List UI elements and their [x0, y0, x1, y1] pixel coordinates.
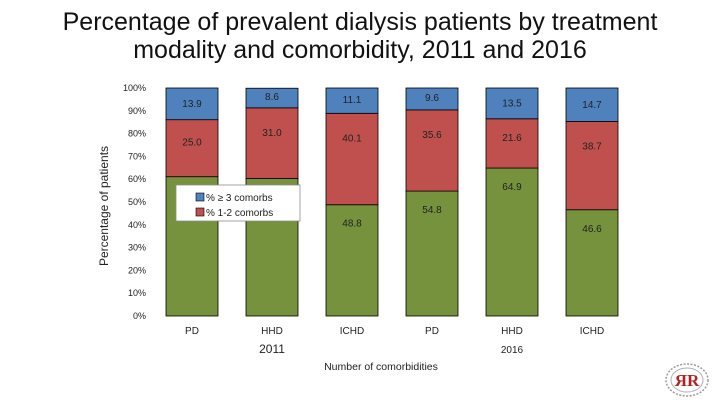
- bar-value-label: 64.9: [502, 182, 522, 193]
- bar-segment: [325, 204, 379, 317]
- y-tick-label: 50%: [128, 197, 146, 207]
- y-axis-label: Percentage of patients: [97, 146, 111, 266]
- bar-segment: [485, 167, 539, 317]
- y-tick-label: 10%: [128, 288, 146, 298]
- bar-segment: [245, 107, 299, 179]
- bar-segment: [405, 109, 459, 192]
- bar-segment: [165, 87, 219, 121]
- y-tick-label: 20%: [128, 265, 146, 275]
- chart-title-line-1: Percentage of prevalent dialysis patient…: [62, 8, 658, 36]
- bar-value-label: 11.1: [343, 95, 362, 106]
- bar-segment: [565, 87, 619, 122]
- bar-value-label: 13.5: [502, 98, 522, 109]
- bar-segment: [325, 87, 379, 114]
- x-tick-label: PD: [425, 326, 439, 337]
- x-tick-label: HHD: [261, 326, 283, 337]
- legend-label: % ≥ 3 comorbs: [206, 193, 273, 204]
- bar-value-label: 46.6: [582, 224, 602, 235]
- legend-swatch: [195, 207, 205, 217]
- bar-segment: [325, 112, 379, 206]
- bar-value-label: 9.6: [425, 93, 439, 104]
- y-tick-label: 80%: [128, 129, 146, 139]
- bar-segment: [565, 209, 619, 317]
- bar-segment: [405, 87, 459, 111]
- bar-value-label: 13.9: [182, 99, 202, 110]
- x-group-label: 2016: [501, 345, 524, 356]
- y-tick-label: 90%: [128, 106, 146, 116]
- y-tick-label: 100%: [123, 83, 146, 93]
- y-tick-label: 60%: [128, 174, 146, 184]
- bar-value-label: 40.1: [342, 133, 362, 144]
- legend-label: % 1-2 comorbs: [206, 208, 273, 219]
- bar-value-label: 35.6: [422, 130, 442, 141]
- x-tick-label: PD: [185, 326, 199, 337]
- x-axis-label: Number of comorbidities: [324, 361, 438, 373]
- bar-segment: [565, 121, 619, 211]
- y-tick-label: 70%: [128, 151, 146, 161]
- y-tick-label: 30%: [128, 243, 146, 253]
- bar-value-label: 54.8: [422, 205, 442, 216]
- y-tick-label: 0%: [133, 311, 146, 321]
- bar-value-label: 25.0: [182, 137, 202, 148]
- renal-registry-logo-icon: ЯR: [665, 363, 709, 397]
- bar-value-label: 8.6: [265, 92, 279, 103]
- x-tick-label: HHD: [501, 326, 523, 337]
- bar-value-label: 48.8: [342, 219, 362, 230]
- legend-swatch: [195, 192, 205, 202]
- bar-segment: [485, 87, 539, 120]
- x-group-label: 2011: [259, 342, 285, 356]
- bar-value-label: 31.0: [262, 128, 282, 139]
- chart-title: Percentage of prevalent dialysis patient…: [0, 8, 720, 64]
- bar-segment: [165, 119, 219, 178]
- x-tick-label: ICHD: [340, 326, 364, 337]
- bar-segment: [245, 87, 299, 109]
- bar-value-label: 14.7: [582, 100, 602, 111]
- y-tick-label: 40%: [128, 220, 146, 230]
- bar-value-label: 38.7: [582, 142, 602, 153]
- chart-title-line-2: modality and comorbidity, 2011 and 2016: [133, 36, 587, 64]
- bar-value-label: 21.6: [502, 133, 522, 144]
- x-tick-label: ICHD: [580, 326, 604, 337]
- logo-text: ЯR: [675, 371, 700, 390]
